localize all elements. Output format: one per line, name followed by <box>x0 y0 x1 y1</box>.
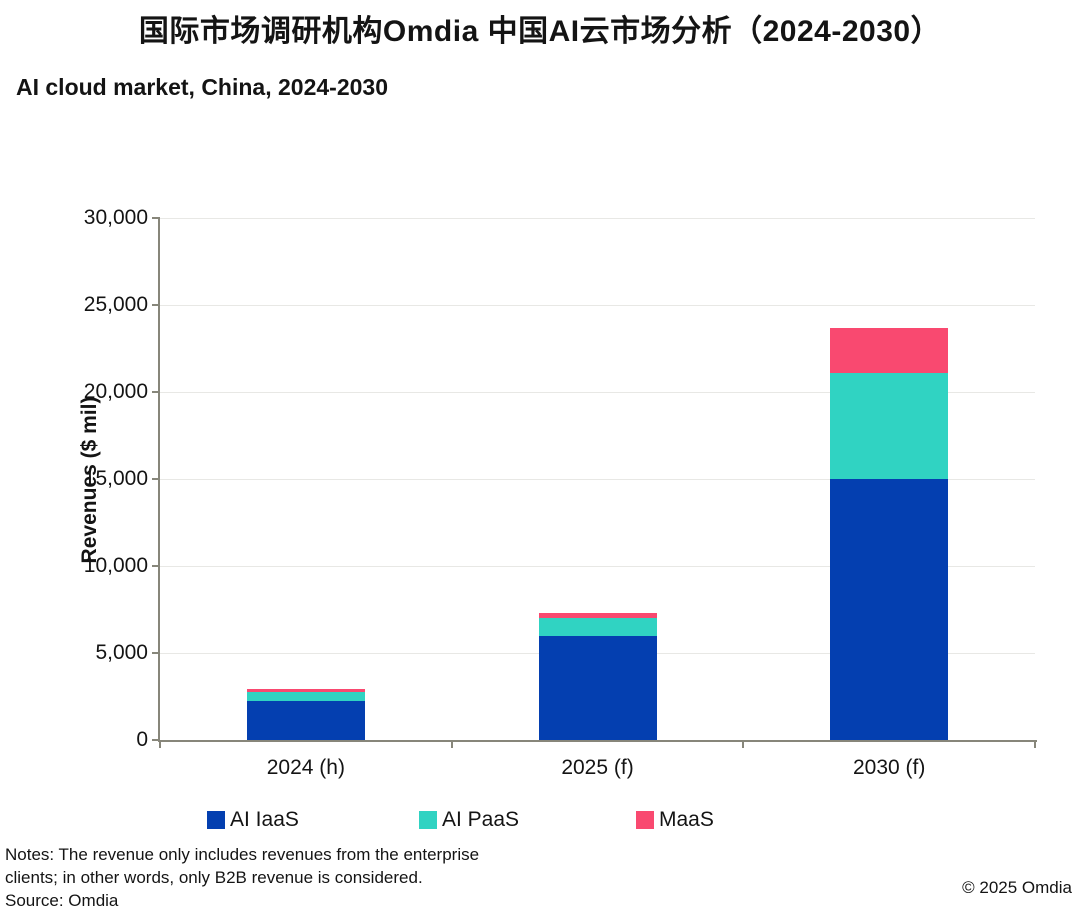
legend-item: MaaS <box>636 808 714 832</box>
bar-segment <box>538 635 657 740</box>
bar-segment <box>246 700 365 740</box>
y-tick <box>152 478 160 480</box>
legend-label: MaaS <box>659 808 714 831</box>
y-tick-label: 30,000 <box>83 206 148 229</box>
bar-segment <box>538 612 657 619</box>
chart-subtitle: AI cloud market, China, 2024-2030 <box>16 74 388 100</box>
bar-segment <box>830 479 949 740</box>
x-tick <box>1034 740 1036 748</box>
bar-segment <box>538 618 657 636</box>
y-tick-label: 5,000 <box>95 641 148 664</box>
source-line: Source: Omdia <box>5 891 119 910</box>
legend-swatch <box>419 811 437 829</box>
y-tick <box>152 217 160 219</box>
legend-item: AI IaaS <box>207 808 299 832</box>
gridline <box>160 479 1035 480</box>
bar-segment <box>830 372 949 479</box>
y-tick <box>152 391 160 393</box>
x-axis-line <box>158 740 1037 742</box>
y-tick-label: 10,000 <box>83 554 148 577</box>
gridline <box>160 566 1035 567</box>
gridline <box>160 392 1035 393</box>
y-tick <box>152 739 160 741</box>
legend-label: AI PaaS <box>442 808 520 831</box>
notes-line-2: clients; in other words, only B2B revenu… <box>5 868 423 887</box>
y-tick <box>152 565 160 567</box>
y-tick-label: 15,000 <box>83 467 148 490</box>
y-tick <box>152 652 160 654</box>
x-axis-label: 2030 (f) <box>852 756 926 779</box>
chart-title: 国际市场调研机构Omdia 中国AI云市场分析（2024-2030） <box>138 15 942 48</box>
y-tick-label: 0 <box>136 728 148 751</box>
y-axis-line <box>158 218 160 742</box>
legend-label: AI IaaS <box>230 808 299 831</box>
y-tick-label: 20,000 <box>83 380 148 403</box>
gridline <box>160 218 1035 219</box>
x-tick <box>159 740 161 748</box>
x-tick <box>450 740 453 748</box>
notes-line-1: Notes: The revenue only includes revenue… <box>5 845 480 864</box>
gridline <box>160 305 1035 306</box>
copyright: © 2025 Omdia <box>962 878 1072 897</box>
bar-segment <box>246 692 365 701</box>
x-axis-label: 2025 (f) <box>561 756 634 779</box>
legend-swatch <box>636 811 654 829</box>
x-axis-label: 2024 (h) <box>266 756 345 779</box>
y-tick-label: 25,000 <box>83 293 148 316</box>
y-tick <box>152 304 160 306</box>
bar-segment <box>246 689 365 693</box>
legend-swatch <box>207 811 225 829</box>
x-tick <box>742 740 745 748</box>
bar-segment <box>830 327 949 373</box>
legend-item: AI PaaS <box>419 808 519 832</box>
